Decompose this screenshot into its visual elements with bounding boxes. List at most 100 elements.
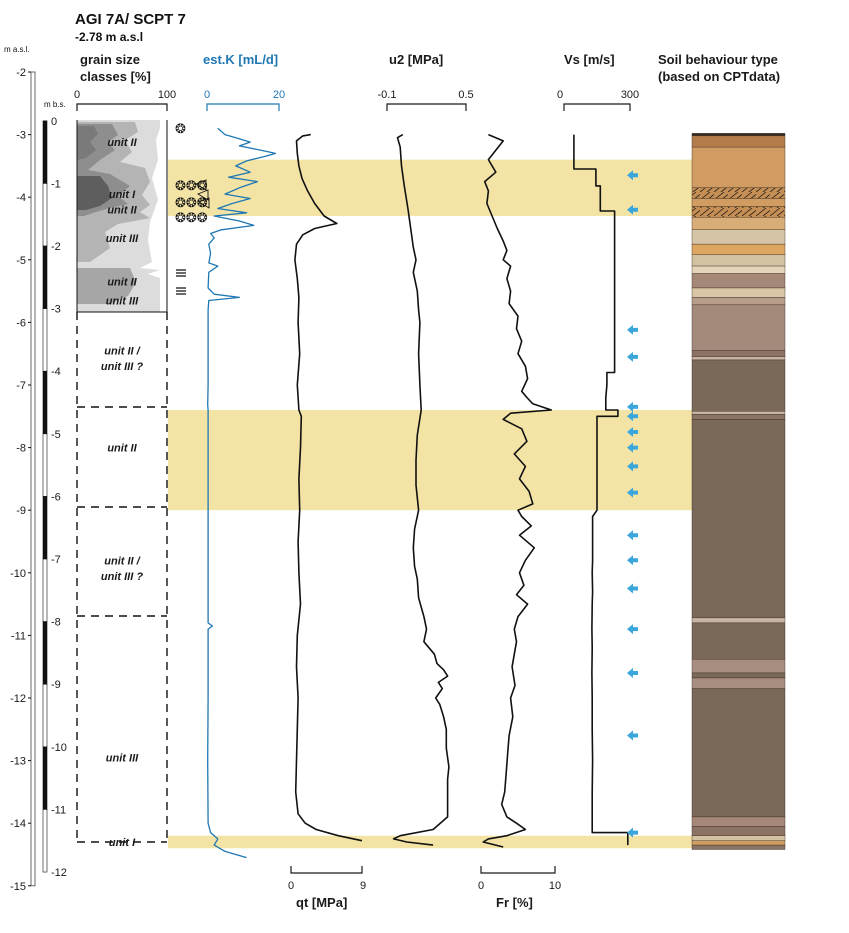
masl-tick-label: -8 <box>16 443 26 455</box>
soil-behaviour-column <box>691 133 786 850</box>
mbs-axis-segment <box>42 245 48 309</box>
estk-header: est.K [mL/d] <box>203 52 278 67</box>
masl-axis-label: m a.s.l. <box>4 45 30 54</box>
mbs-tick-label: -9 <box>51 679 61 691</box>
grain-size-tick-min: 0 <box>74 89 80 101</box>
mbs-tick-label: -7 <box>51 554 61 566</box>
soil-header-1: Soil behaviour type <box>658 52 778 67</box>
u2-curve <box>392 133 450 846</box>
sediment-symbols: ❂ ❂❂❂ ❂❂❂ ❂❂❂ <box>175 121 210 295</box>
unit-label: unit III <box>106 233 139 245</box>
mbs-tick-label: -10 <box>51 742 67 754</box>
soil-layer <box>691 617 786 624</box>
fr-tick-min: 0 <box>478 880 484 892</box>
soil-layer <box>691 198 786 207</box>
soil-layer <box>691 146 786 189</box>
soil-layer <box>691 265 786 274</box>
vs-arrows <box>627 170 638 838</box>
masl-tick-label: -2 <box>16 67 26 79</box>
soil-layer <box>691 229 786 245</box>
u2-header: u2 [MPa] <box>389 52 443 67</box>
mbs-axis-segment <box>42 809 48 873</box>
unit-label: unit II / <box>104 555 141 567</box>
unit-label: unit III <box>106 752 139 764</box>
mbs-tick-label: -5 <box>51 429 61 441</box>
mbs-axis-segment <box>42 308 48 372</box>
vs-tick-min: 0 <box>557 89 563 101</box>
u2-tick-max: 0.5 <box>458 89 473 101</box>
u2-scale: -0.1 0.5 <box>378 89 474 111</box>
soil-layer <box>691 672 786 679</box>
vs-arrow-icon <box>627 461 638 472</box>
vs-scale: 0 300 <box>557 89 639 111</box>
soil-layer <box>691 273 786 289</box>
unit-label: unit I <box>109 189 136 201</box>
grain-size-scale: 0 100 <box>74 89 176 111</box>
qt-tick-min: 0 <box>288 880 294 892</box>
mbs-axis-segment <box>42 558 48 622</box>
soil-layer <box>691 844 786 850</box>
vs-arrow-icon <box>627 170 638 181</box>
fr-curve <box>482 133 553 848</box>
unit-label: unit II <box>107 205 137 217</box>
soil-layer <box>691 622 786 660</box>
masl-axis-bar <box>30 71 36 887</box>
soil-layer <box>691 826 786 836</box>
unit-label: unit II <box>107 443 137 455</box>
soil-layer <box>691 217 786 230</box>
soil-layer-hatch <box>692 187 785 199</box>
qt-scale: 0 9 qt [MPa] <box>288 866 366 910</box>
qt-tick-max: 9 <box>360 880 366 892</box>
mbs-axis-segment <box>42 120 48 184</box>
soil-layer <box>691 816 786 827</box>
estk-scale: 0 20 <box>204 89 285 111</box>
shell-icon: ❂ <box>175 121 186 136</box>
grain-size-column <box>76 120 168 843</box>
soil-layer <box>691 411 786 415</box>
unit-label: unit III ? <box>101 571 143 583</box>
soil-layer <box>691 688 786 818</box>
estk-curve <box>207 127 277 859</box>
figure-subtitle: -2.78 m a.s.l <box>75 30 143 44</box>
masl-tick-label: -5 <box>16 255 26 267</box>
fr-footer: Fr [%] <box>496 895 533 910</box>
soil-layer <box>691 356 786 361</box>
soil-layer-hatch <box>692 206 785 218</box>
depth-axes: -2 -3 -4 -5 -6 -7 -8 -9 -10 -11 -12 -13 -14 -15 0 -1 -2 -… <box>10 67 67 893</box>
vs-arrow-icon <box>627 667 638 678</box>
masl-tick-label: -11 <box>11 630 26 642</box>
masl-tick-label: -10 <box>10 568 26 580</box>
soil-layer <box>691 677 786 689</box>
vs-curve <box>573 134 629 846</box>
mbs-axis-segment <box>42 621 48 685</box>
qt-curve <box>294 133 363 842</box>
soil-layer <box>691 254 786 267</box>
highlight-band <box>168 159 692 216</box>
soil-layer <box>691 840 786 846</box>
soil-header-2: (based on CPTdata) <box>658 69 780 84</box>
mbs-tick-label: -1 <box>51 178 61 190</box>
soil-layer <box>691 297 786 306</box>
figure-title: AGI 7A/ SCPT 7 <box>75 11 186 28</box>
laminae-icon <box>176 269 186 295</box>
highlight-band <box>168 835 692 849</box>
mbs-tick-label: -3 <box>51 304 61 316</box>
vs-tick-max: 300 <box>621 89 639 101</box>
vs-arrow-icon <box>627 351 638 362</box>
unit-label: unit II <box>107 137 137 149</box>
mbs-axis-segment <box>42 433 48 497</box>
shell-icon: ❂❂❂ <box>175 210 208 225</box>
masl-tick-label: -12 <box>10 693 26 705</box>
soil-layer <box>691 835 786 841</box>
vs-arrow-icon <box>627 827 638 838</box>
soil-layer <box>691 243 786 255</box>
lamination-icon <box>194 179 210 209</box>
mbs-tick-label: -4 <box>51 366 61 378</box>
mbs-tick-label: 0 <box>51 116 57 128</box>
soil-layer <box>691 135 786 148</box>
vs-arrow-icon <box>627 730 638 741</box>
mbs-tick-label: -12 <box>51 867 67 879</box>
mbs-axis-segment <box>42 370 48 435</box>
cpt-series <box>207 127 629 859</box>
